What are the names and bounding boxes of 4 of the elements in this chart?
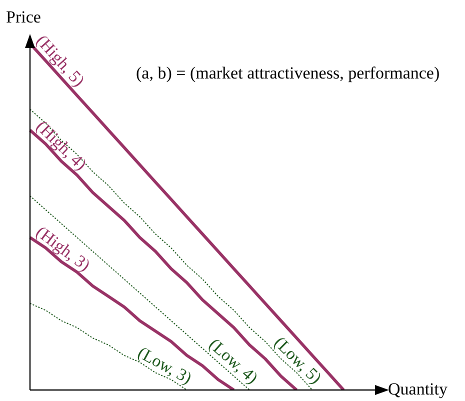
annotation: (a, b) = (market attractiveness, performance) — [136, 63, 440, 82]
text: (Low, 3) — [134, 342, 195, 388]
x-axis-title: Quantity — [388, 379, 448, 398]
y-axis-title: Price — [6, 7, 41, 26]
